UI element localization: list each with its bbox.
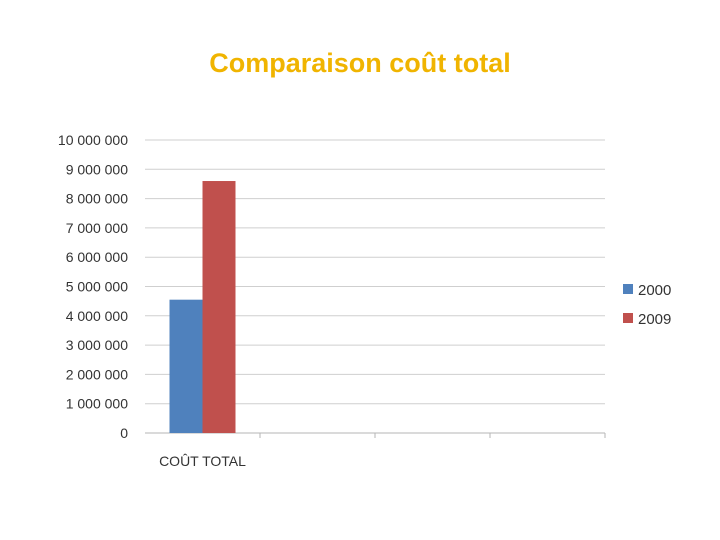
y-tick-label: 4 000 000 bbox=[66, 308, 128, 324]
y-axis: 0 1 000 000 2 000 000 3 000 000 4 000 000 5 0… bbox=[58, 132, 128, 441]
chart-title: Comparaison coût total bbox=[209, 48, 511, 78]
y-tick-label: 6 000 000 bbox=[66, 249, 128, 265]
bar-2000 bbox=[169, 299, 203, 433]
x-category-label: COÛT TOTAL bbox=[159, 453, 246, 469]
bars bbox=[169, 181, 236, 433]
x-axis: COÛT TOTAL bbox=[159, 433, 606, 469]
legend-swatch-2009 bbox=[623, 313, 633, 323]
y-tick-label: 3 000 000 bbox=[66, 337, 128, 353]
y-tick-label: 9 000 000 bbox=[66, 161, 128, 177]
y-tick-label: 7 000 000 bbox=[66, 220, 128, 236]
legend-swatch-2000 bbox=[623, 284, 633, 294]
y-tick-label: 1 000 000 bbox=[66, 396, 128, 412]
y-tick-label: 10 000 000 bbox=[58, 132, 128, 148]
y-tick-label: 0 bbox=[120, 425, 128, 441]
legend-label-2009: 2009 bbox=[638, 311, 671, 328]
legend: 2000 2009 bbox=[623, 282, 671, 328]
y-tick-label: 2 000 000 bbox=[66, 366, 128, 382]
y-tick-label: 5 000 000 bbox=[66, 279, 128, 295]
y-tick-label: 8 000 000 bbox=[66, 191, 128, 207]
legend-label-2000: 2000 bbox=[638, 282, 671, 299]
bar-2009 bbox=[202, 181, 236, 433]
